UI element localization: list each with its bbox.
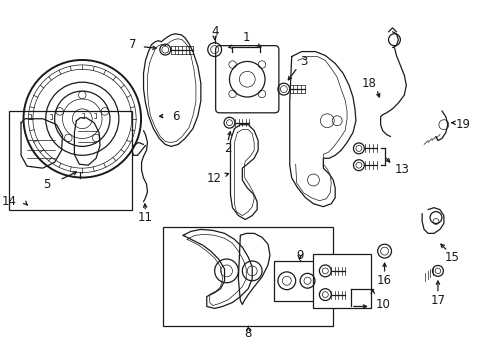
Text: 14: 14	[2, 195, 17, 208]
Text: 7: 7	[129, 38, 136, 51]
Bar	[163, 228, 333, 326]
Text: 18: 18	[361, 77, 376, 90]
Bar	[274, 261, 325, 301]
Text: 10: 10	[375, 298, 390, 311]
Text: 19: 19	[456, 118, 471, 131]
Text: 12: 12	[207, 171, 222, 185]
Text: 8: 8	[245, 327, 252, 339]
Text: 17: 17	[430, 294, 445, 307]
Bar	[9, 111, 132, 210]
Text: 5: 5	[43, 179, 50, 192]
Text: 13: 13	[395, 163, 410, 176]
Bar	[314, 254, 371, 309]
Text: 9: 9	[296, 249, 303, 262]
Text: 2: 2	[224, 142, 231, 155]
Text: 15: 15	[444, 251, 459, 264]
Text: 4: 4	[211, 25, 219, 38]
Text: 16: 16	[377, 274, 392, 287]
Text: 1: 1	[243, 31, 250, 44]
FancyBboxPatch shape	[216, 46, 279, 113]
Text: 11: 11	[138, 211, 153, 224]
Text: 6: 6	[172, 110, 180, 123]
Text: 3: 3	[300, 55, 307, 68]
